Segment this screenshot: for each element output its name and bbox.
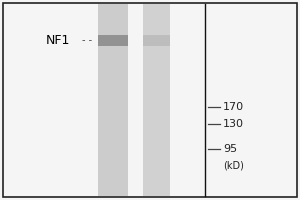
Bar bbox=[98, 35, 128, 46]
Text: 130: 130 bbox=[223, 119, 244, 129]
Bar bbox=[143, 4, 170, 196]
Bar bbox=[98, 4, 128, 196]
Text: 170: 170 bbox=[223, 102, 244, 112]
Text: 95: 95 bbox=[223, 144, 237, 154]
Text: (kD): (kD) bbox=[223, 160, 244, 170]
Bar bbox=[143, 35, 170, 46]
Text: NF1: NF1 bbox=[46, 33, 70, 46]
Text: - -: - - bbox=[82, 35, 92, 45]
